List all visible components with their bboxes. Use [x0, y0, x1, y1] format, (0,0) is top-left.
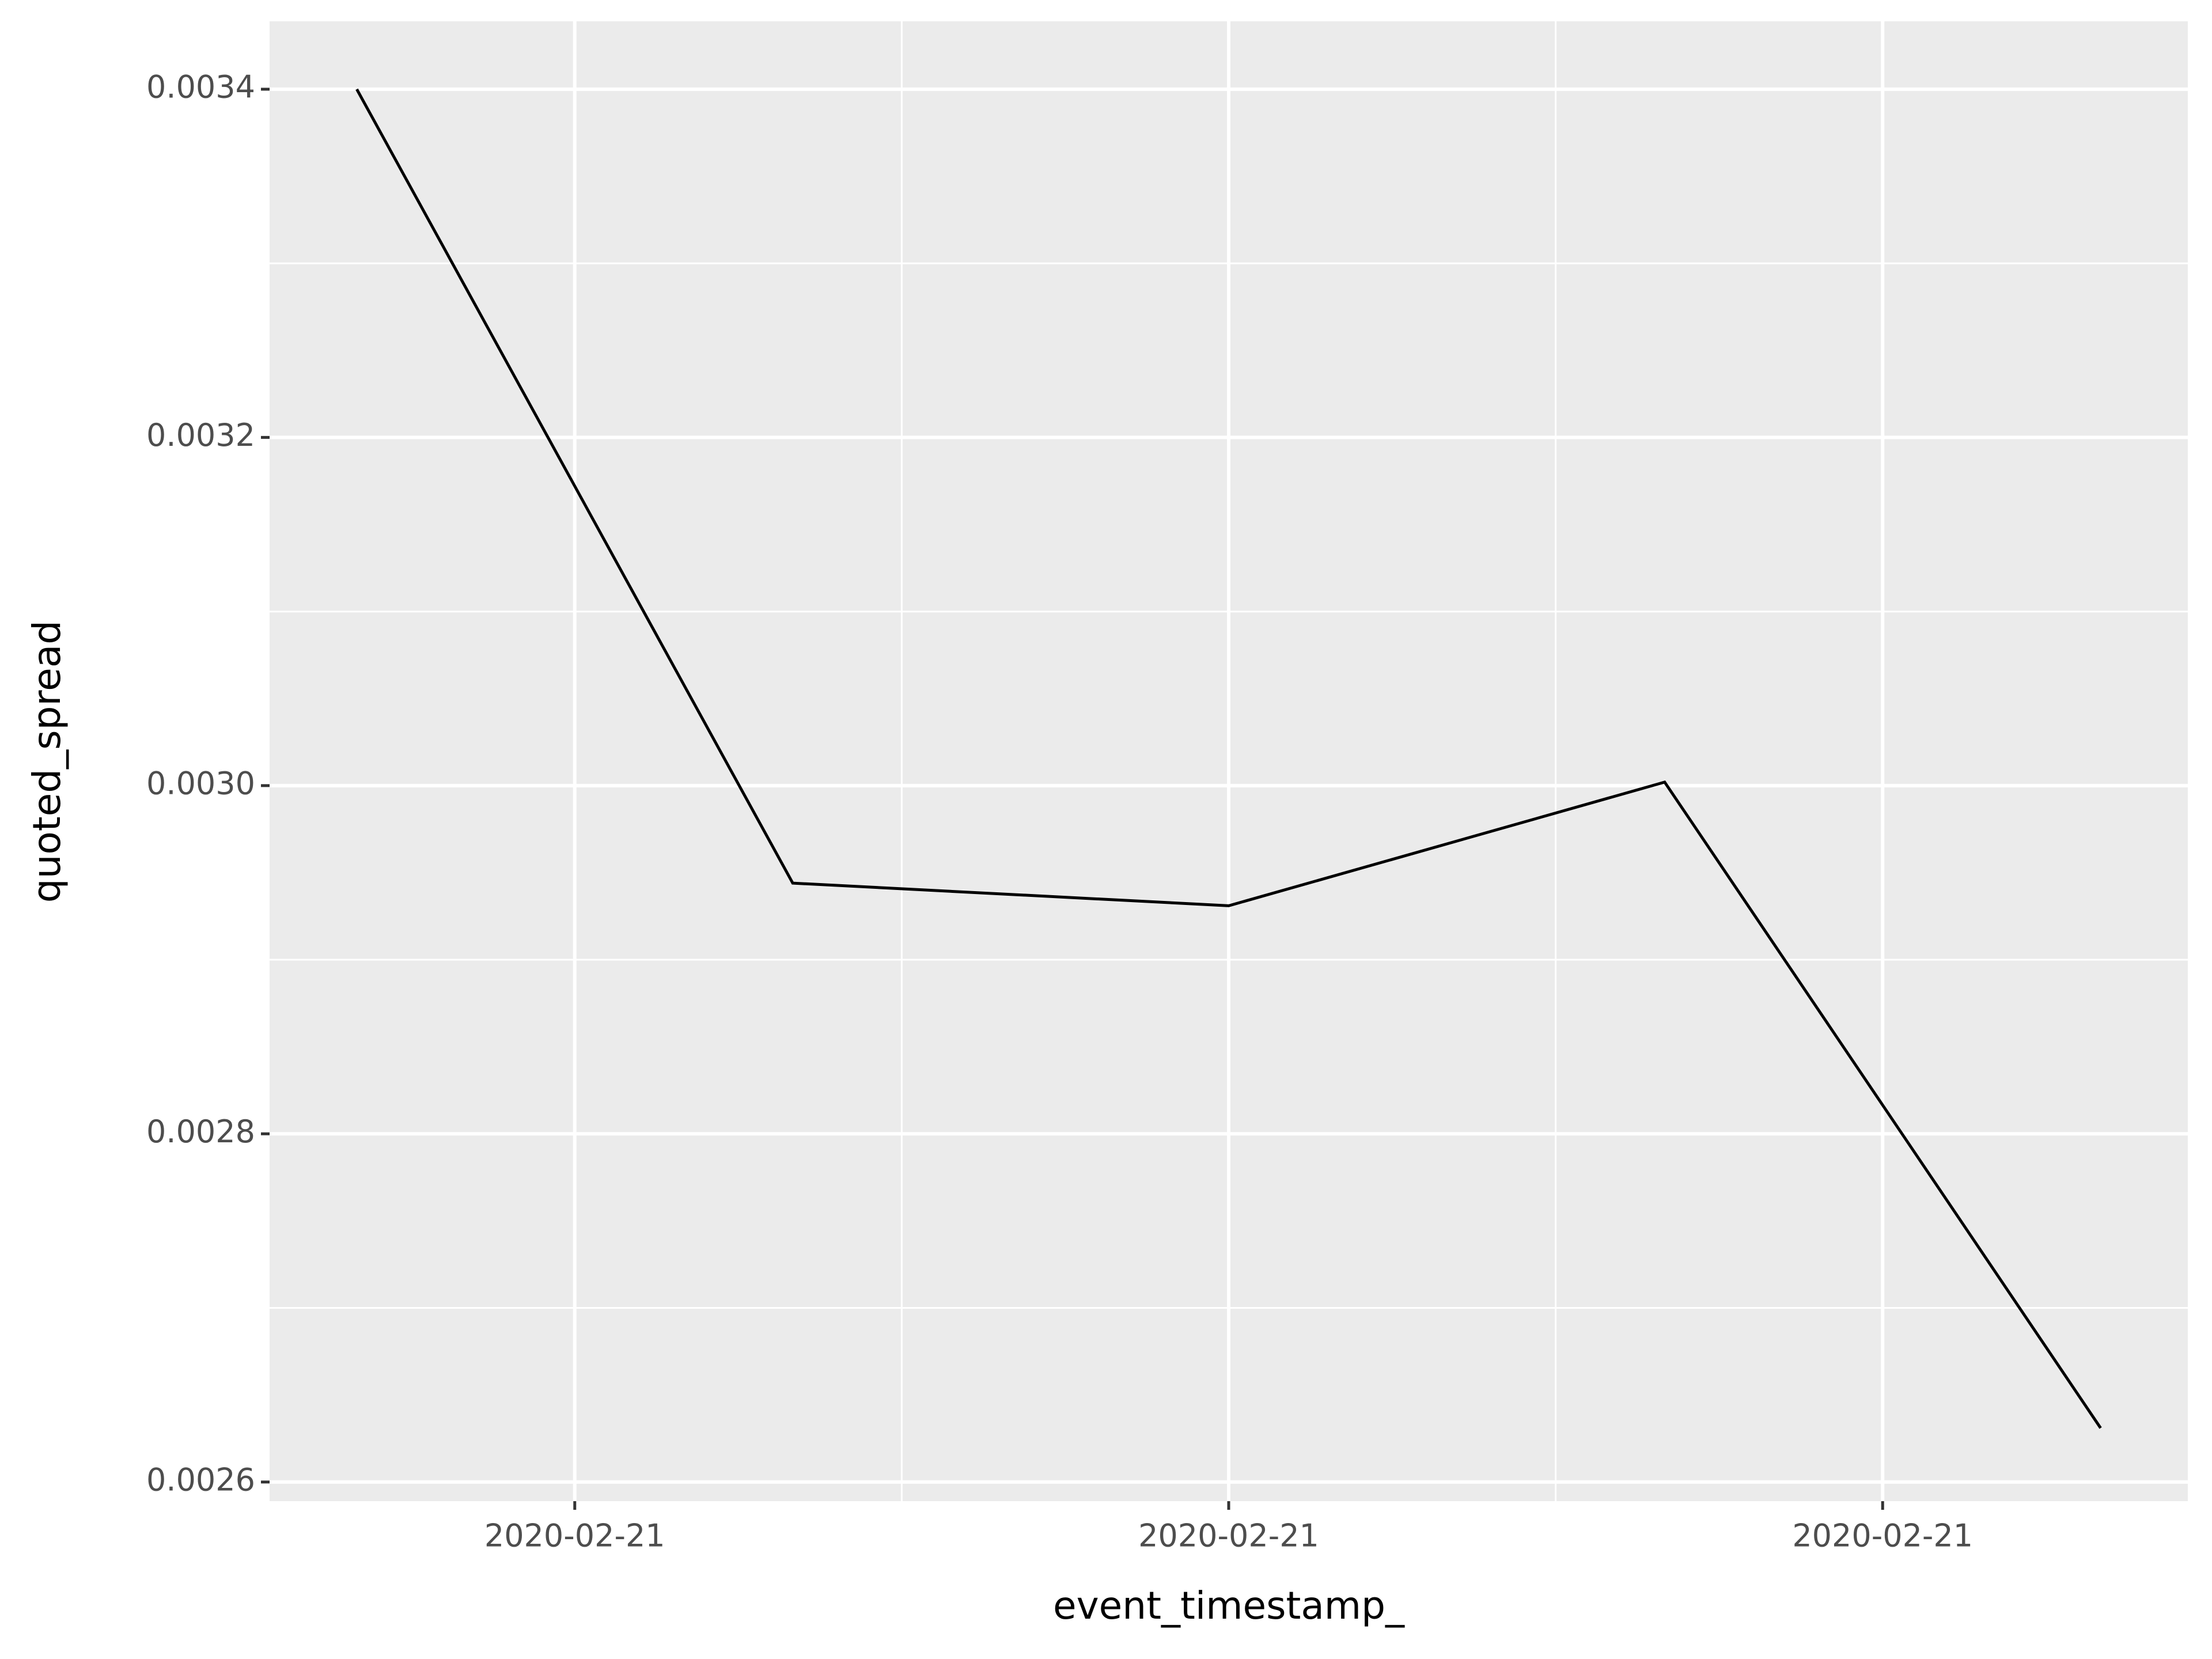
line [355, 88, 2102, 1429]
y-tick-label: 0.0030 [146, 765, 255, 801]
x-tick-label: 2020-02-21 [1792, 1518, 1973, 1554]
marks [355, 88, 2102, 1429]
y-tick-label: 0.0026 [146, 1461, 255, 1498]
x-tick-label: 2020-02-21 [1138, 1518, 1319, 1554]
x-axis-title: event_timestamp_ [1053, 1584, 1405, 1628]
grid [270, 21, 2188, 1501]
x-tick-label: 2020-02-21 [484, 1518, 665, 1554]
y-tick-label: 0.0028 [146, 1113, 255, 1150]
y-tick-label: 0.0034 [146, 69, 255, 105]
y-tick-label: 0.0032 [146, 417, 255, 453]
y-axis-title: quoted_spread [25, 620, 69, 903]
